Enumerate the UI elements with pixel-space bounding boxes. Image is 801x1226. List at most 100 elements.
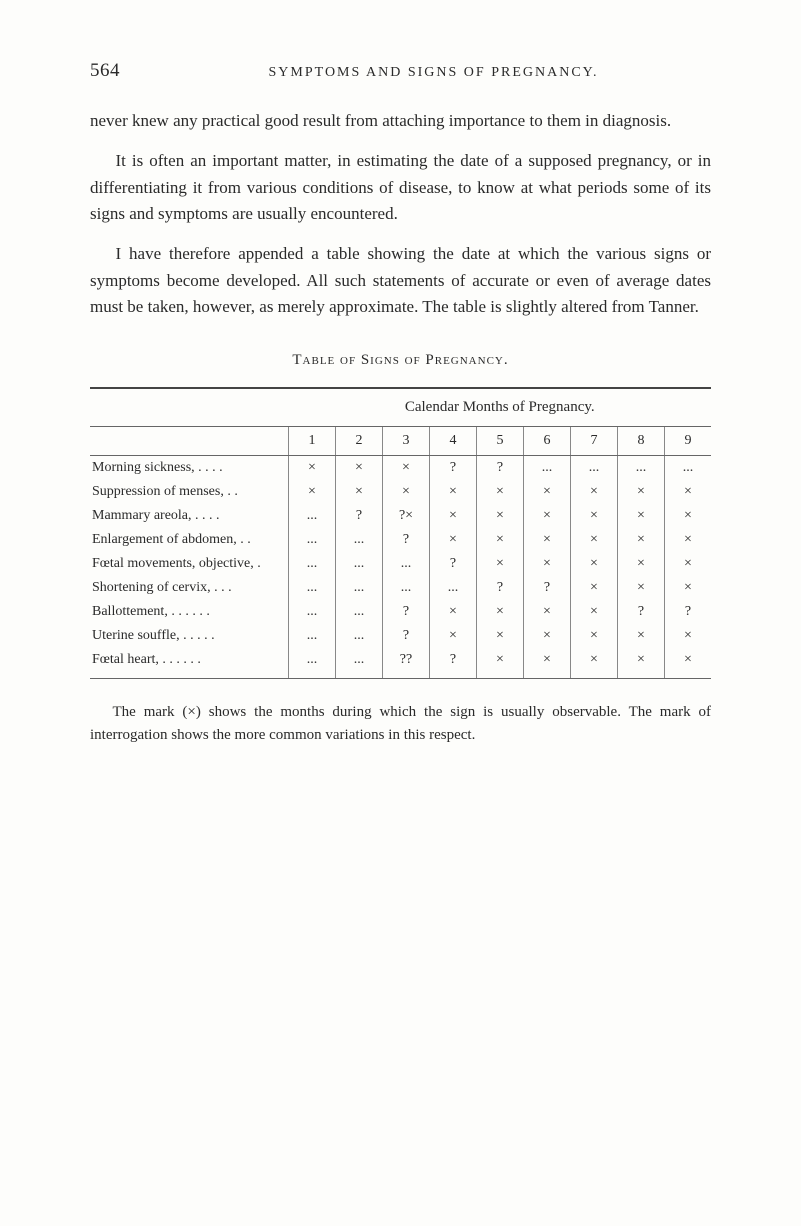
cell: ... — [336, 624, 383, 648]
cell: ... — [383, 576, 430, 600]
row-label: Uterine souffle, . . . . . — [90, 624, 289, 648]
row-label: Shortening of cervix, . . . — [90, 576, 289, 600]
cell: × — [665, 528, 712, 552]
row-label: Fœtal heart, . . . . . . — [90, 648, 289, 679]
cell: ... — [289, 576, 336, 600]
cell: ?? — [383, 648, 430, 679]
cell: ... — [336, 528, 383, 552]
cell: × — [618, 552, 665, 576]
cell: × — [571, 552, 618, 576]
cell: × — [524, 528, 571, 552]
table-row: Shortening of cervix, . . . ... ... ... … — [90, 576, 711, 600]
row-label: Morning sickness, . . . . — [90, 456, 289, 481]
col-1: 1 — [289, 427, 336, 456]
cell: × — [665, 648, 712, 679]
table-super-header: Calendar Months of Pregnancy. — [289, 388, 712, 427]
cell: ... — [289, 648, 336, 679]
cell: × — [618, 480, 665, 504]
cell: × — [336, 456, 383, 481]
cell: × — [430, 504, 477, 528]
cell: × — [571, 576, 618, 600]
cell: × — [524, 552, 571, 576]
cell: ? — [665, 600, 712, 624]
table-row: Fœtal movements, objective, . ... ... ..… — [90, 552, 711, 576]
table-row: Mammary areola, . . . . ... ? ?× × × × ×… — [90, 504, 711, 528]
cell: × — [289, 480, 336, 504]
paragraph-2: It is often an important matter, in esti… — [90, 148, 711, 227]
table-row: Uterine souffle, . . . . . ... ... ? × ×… — [90, 624, 711, 648]
row-label: Mammary areola, . . . . — [90, 504, 289, 528]
cell: × — [477, 504, 524, 528]
cell: ... — [336, 576, 383, 600]
cell: ... — [289, 624, 336, 648]
page-header: 564 SYMPTOMS AND SIGNS OF PREGNANCY. — [90, 60, 711, 82]
cell: ... — [336, 552, 383, 576]
table-caption: Table of Signs of Pregnancy. — [90, 352, 711, 369]
cell: ... — [289, 600, 336, 624]
cell: ? — [618, 600, 665, 624]
cell: × — [571, 648, 618, 679]
cell: × — [524, 648, 571, 679]
cell: ... — [289, 552, 336, 576]
cell: × — [477, 648, 524, 679]
cell: ? — [477, 576, 524, 600]
cell: ... — [289, 504, 336, 528]
row-label: Fœtal movements, objective, . — [90, 552, 289, 576]
col-9: 9 — [665, 427, 712, 456]
cell: × — [477, 624, 524, 648]
page: 564 SYMPTOMS AND SIGNS OF PREGNANCY. nev… — [0, 0, 801, 1226]
table-row: Ballottement, . . . . . . ... ... ? × × … — [90, 600, 711, 624]
table-stub-head2 — [90, 427, 289, 456]
cell: × — [336, 480, 383, 504]
paragraph-3: I have therefore appended a table showin… — [90, 241, 711, 320]
cell: × — [430, 600, 477, 624]
cell: ? — [477, 456, 524, 481]
cell: ... — [618, 456, 665, 481]
cell: × — [477, 552, 524, 576]
cell: ... — [524, 456, 571, 481]
col-4: 4 — [430, 427, 477, 456]
cell: × — [618, 624, 665, 648]
cell: × — [665, 480, 712, 504]
cell: × — [289, 456, 336, 481]
cell: × — [618, 648, 665, 679]
cell: × — [571, 624, 618, 648]
cell: ? — [336, 504, 383, 528]
cell: ... — [289, 528, 336, 552]
cell: × — [477, 528, 524, 552]
cell: × — [618, 528, 665, 552]
cell: × — [524, 504, 571, 528]
col-2: 2 — [336, 427, 383, 456]
cell: × — [665, 576, 712, 600]
table-row: Fœtal heart, . . . . . . ... ... ?? ? × … — [90, 648, 711, 679]
cell: ... — [336, 648, 383, 679]
cell: × — [477, 600, 524, 624]
table-stub-head — [90, 388, 289, 427]
page-number: 564 — [90, 60, 120, 82]
table-row: Enlargement of abdomen, . . ... ... ? × … — [90, 528, 711, 552]
table-row: Suppression of menses, . . × × × × × × ×… — [90, 480, 711, 504]
cell: ... — [571, 456, 618, 481]
cell: × — [477, 480, 524, 504]
cell: ? — [524, 576, 571, 600]
cell: × — [571, 480, 618, 504]
cell: ? — [430, 648, 477, 679]
cell: ?× — [383, 504, 430, 528]
cell: ... — [430, 576, 477, 600]
table-body: Morning sickness, . . . . × × × ? ? ... … — [90, 456, 711, 679]
row-label: Ballottement, . . . . . . — [90, 600, 289, 624]
col-6: 6 — [524, 427, 571, 456]
cell: × — [383, 480, 430, 504]
cell: ... — [336, 600, 383, 624]
row-label: Suppression of menses, . . — [90, 480, 289, 504]
paragraph-1: never knew any practical good result fro… — [90, 108, 711, 134]
table-column-row: 1 2 3 4 5 6 7 8 9 — [90, 427, 711, 456]
cell: × — [430, 528, 477, 552]
cell: ? — [383, 600, 430, 624]
cell: ? — [430, 552, 477, 576]
cell: ? — [383, 624, 430, 648]
cell: × — [524, 624, 571, 648]
cell: × — [571, 600, 618, 624]
cell: × — [524, 600, 571, 624]
cell: ... — [383, 552, 430, 576]
